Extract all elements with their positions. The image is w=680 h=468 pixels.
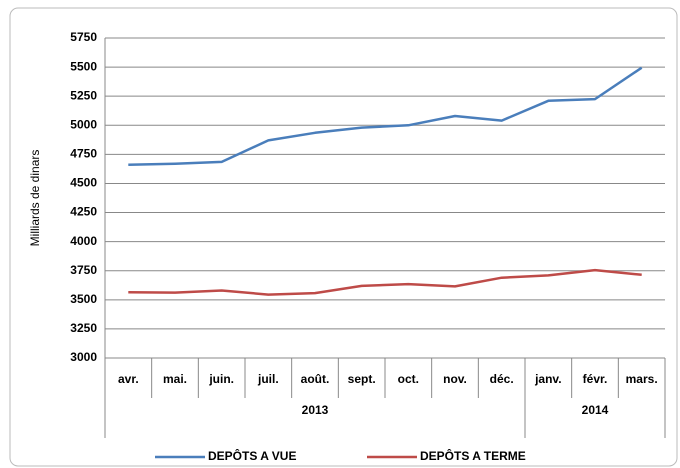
year-label: 2013 — [302, 403, 329, 417]
y-tick-label: 4500 — [70, 176, 97, 190]
x-tick-label: mars. — [626, 372, 658, 386]
y-tick-label: 5750 — [70, 30, 97, 44]
y-tick-label: 3750 — [70, 263, 97, 277]
y-tick-label: 3500 — [70, 292, 97, 306]
y-tick-label: 4250 — [70, 205, 97, 219]
series-line — [128, 268, 642, 296]
x-tick-label: juil. — [257, 372, 279, 386]
x-tick-label: janv. — [534, 372, 561, 386]
y-tick-label: 3000 — [70, 350, 97, 364]
year-label: 2014 — [582, 403, 609, 417]
x-tick-label: déc. — [490, 372, 514, 386]
x-tick-label: mai. — [163, 372, 187, 386]
legend-label: DEPÔTS A VUE — [208, 448, 296, 463]
legend-label: DEPÔTS A TERME — [420, 448, 526, 463]
series-line — [128, 66, 643, 167]
y-tick-label: 5500 — [70, 59, 97, 73]
x-tick-label: juin. — [208, 372, 234, 386]
x-tick-label: avr. — [118, 372, 139, 386]
y-tick-label: 3250 — [70, 321, 97, 335]
chart-border — [9, 7, 678, 467]
y-tick-label: 5250 — [70, 88, 97, 102]
y-tick-label: 4750 — [70, 147, 97, 161]
x-tick-label: oct. — [398, 372, 419, 386]
y-tick-label: 4000 — [70, 234, 97, 248]
x-tick-label: août. — [301, 372, 330, 386]
y-tick-label: 5000 — [70, 117, 97, 131]
x-tick-label: sept. — [348, 372, 376, 386]
x-tick-label: févr. — [583, 372, 608, 386]
x-tick-label: nov. — [443, 372, 467, 386]
y-axis-label: Milliards de dinars — [28, 150, 42, 247]
